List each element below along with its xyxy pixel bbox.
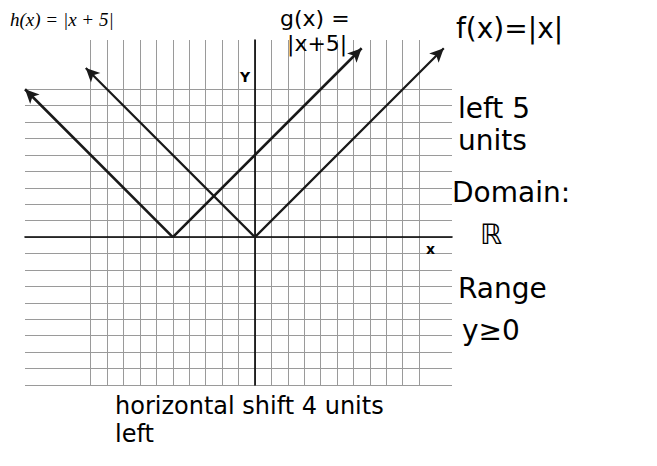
svg-text:Y: Y: [239, 69, 251, 85]
svg-text:g(x) =: g(x) =: [280, 6, 350, 31]
svg-text:f(x)=|x|: f(x)=|x|: [456, 12, 563, 45]
svg-text:horizontal shift 4 units: horizontal shift 4 units: [115, 392, 391, 420]
svg-text:|x+5|: |x+5|: [280, 31, 347, 57]
svg-text:x: x: [426, 241, 435, 257]
svg-text:left: left: [115, 420, 154, 448]
svg-text:y≥0: y≥0: [462, 314, 520, 347]
svg-text:Range: Range: [458, 272, 547, 305]
svg-text:Domain:: Domain:: [452, 176, 570, 209]
svg-text:units: units: [458, 124, 527, 157]
svg-text:h(x) = |x + 5|: h(x) = |x + 5|: [10, 9, 114, 31]
svg-text:left 5: left 5: [458, 92, 539, 125]
svg-text:ℝ: ℝ: [480, 218, 502, 251]
